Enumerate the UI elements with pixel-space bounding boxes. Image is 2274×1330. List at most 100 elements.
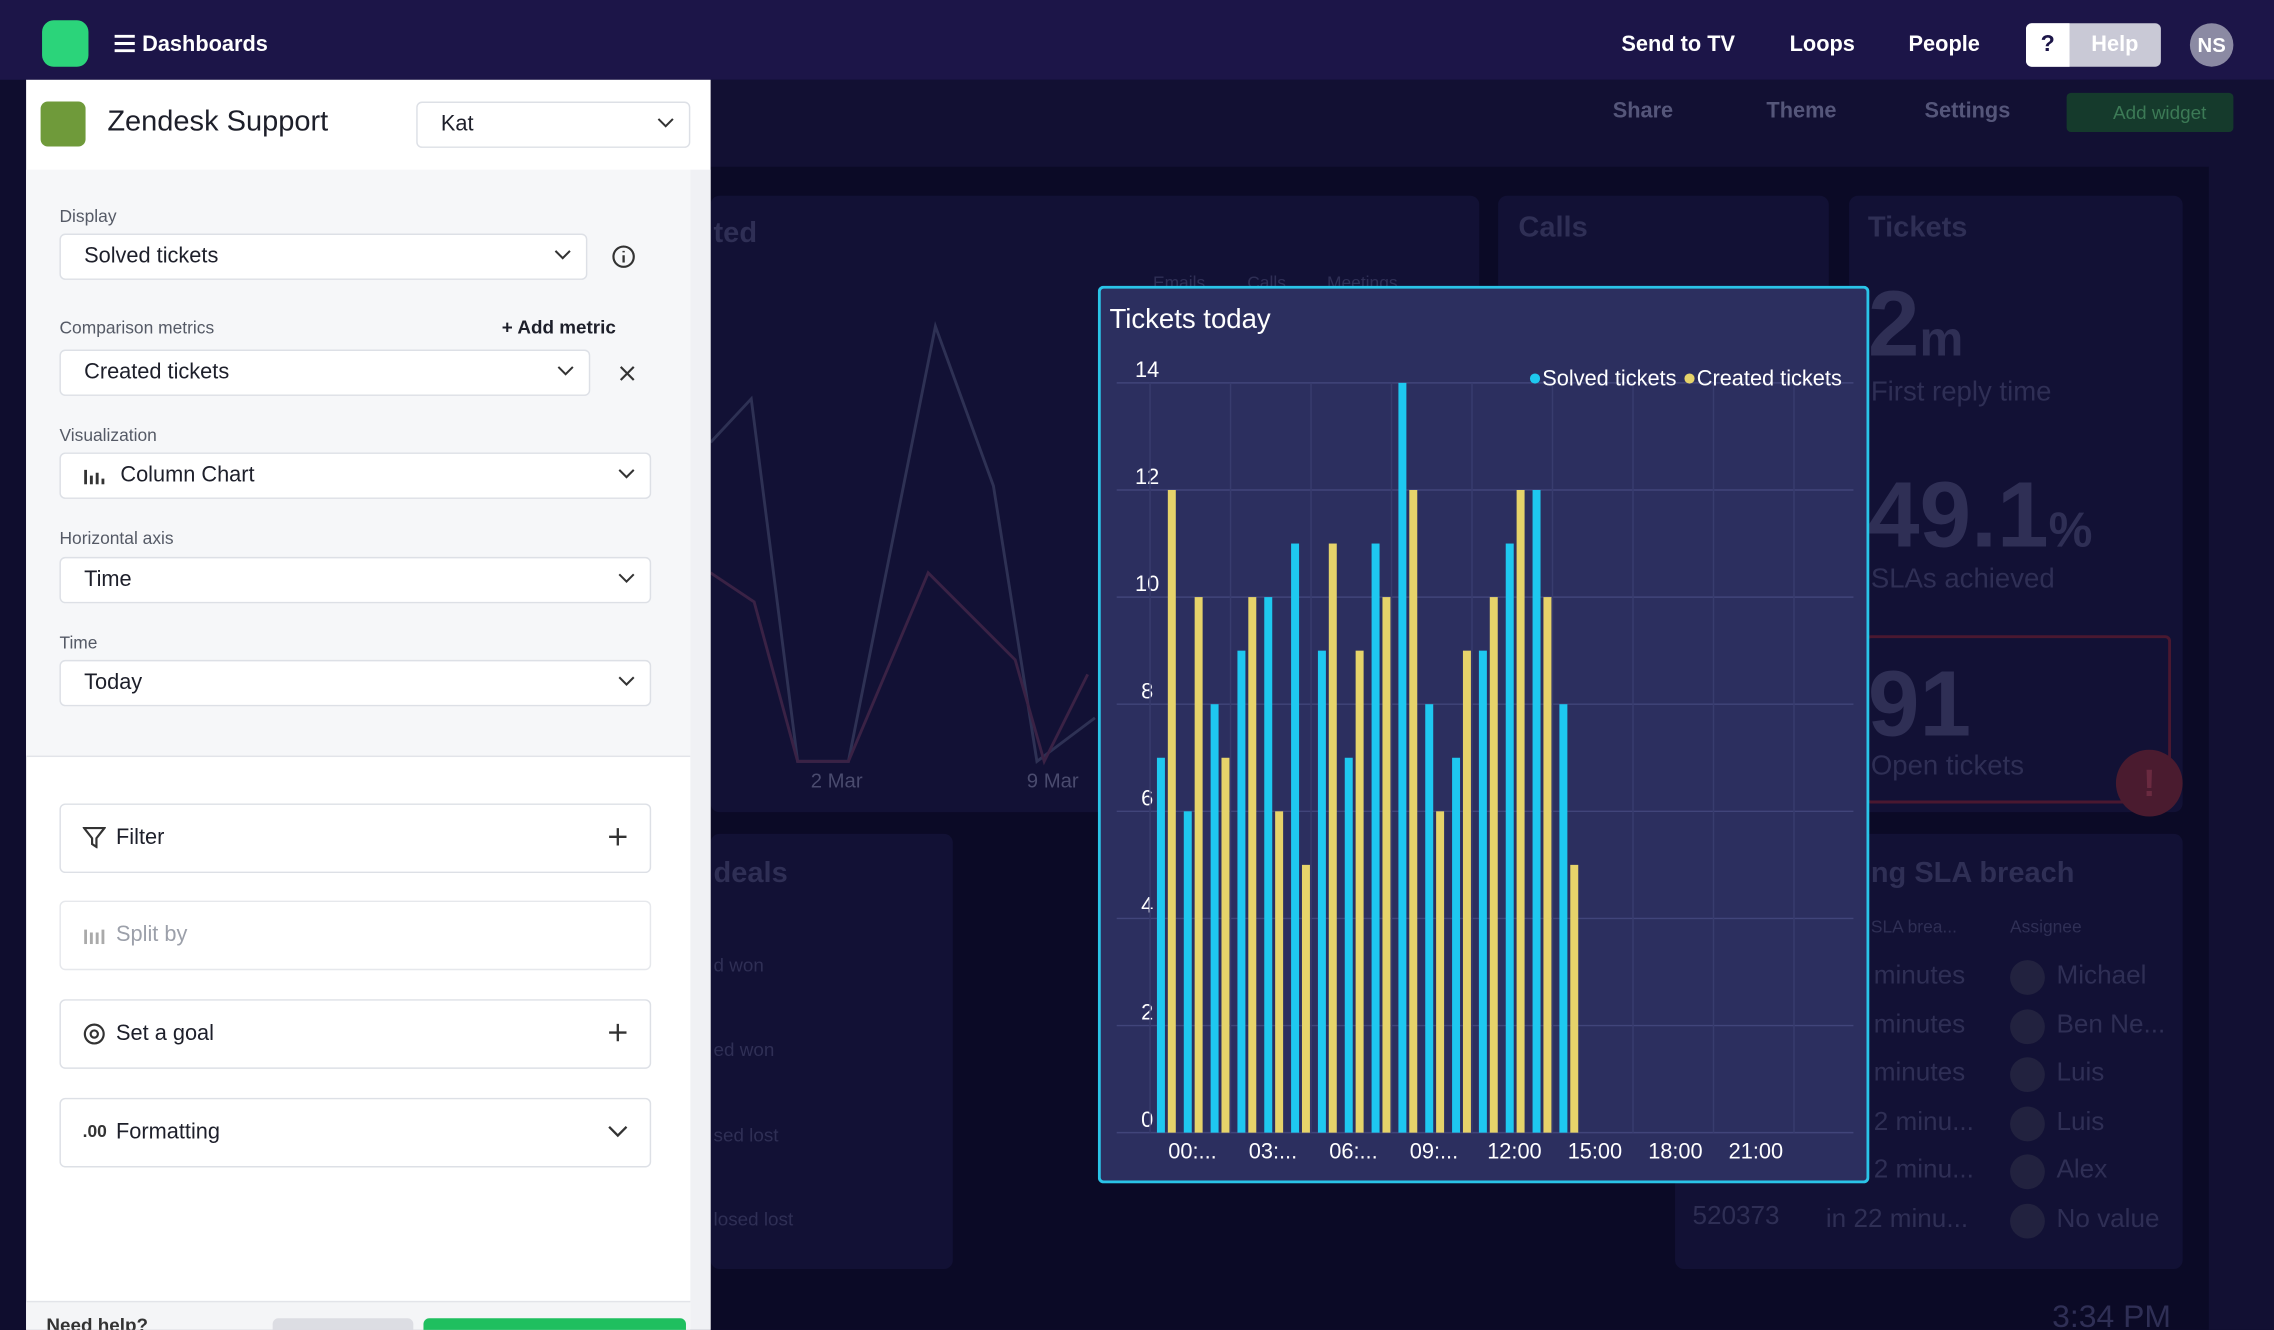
x-tick-label: 21:00 — [1729, 1139, 1783, 1164]
field-label: Comparison metrics — [59, 317, 215, 338]
nav-link[interactable]: Send to TV — [1621, 31, 1736, 57]
panel-title: Zendesk Support — [107, 105, 329, 138]
breach-time: minutes — [1873, 960, 1966, 990]
metric-number: 2 — [1867, 271, 1920, 376]
x-tick-label: 06:... — [1329, 1139, 1377, 1164]
visualization-select[interactable]: Column Chart — [59, 452, 652, 499]
goal-icon — [83, 1023, 105, 1045]
info-icon[interactable] — [611, 244, 637, 270]
filter-row[interactable]: Filter — [59, 803, 652, 874]
need-help[interactable]: Need help? — [46, 1313, 149, 1330]
goal-row[interactable]: Set a goal — [59, 999, 652, 1069]
plus-icon[interactable] — [608, 827, 628, 847]
chart: Tickets today 0 2 4 6 8 10 12 14 00:... 03:... 06:… — [1097, 285, 1870, 1184]
deal-row: losed lost — [713, 1208, 794, 1230]
bar — [1436, 811, 1445, 1133]
display-select[interactable]: Solved tickets — [59, 233, 588, 280]
bar — [1264, 597, 1273, 1133]
metric-unit: % — [2048, 503, 2093, 559]
bar — [1210, 704, 1219, 1133]
y-tick-label: 12 — [1135, 464, 1159, 489]
y-tick-label: 10 — [1135, 571, 1159, 596]
metric-unit: m — [1919, 311, 1964, 367]
deal-row: sed lost — [713, 1123, 779, 1146]
cancel-button[interactable] — [272, 1318, 414, 1330]
add-metric[interactable]: + Add metric — [501, 316, 616, 338]
settings[interactable]: Settings — [1924, 98, 2011, 124]
plus-icon[interactable] — [608, 1022, 628, 1042]
axis-label: 2 Mar — [810, 768, 863, 792]
breach-time: 2 minu... — [1873, 1105, 1974, 1135]
chevron-icon — [657, 118, 674, 128]
bar — [1532, 489, 1541, 1133]
column-icon — [84, 469, 105, 485]
chevron-icon — [618, 469, 635, 479]
theme[interactable]: Theme — [1766, 98, 1837, 124]
bar — [1156, 757, 1165, 1133]
comparison-select[interactable]: Created tickets — [59, 349, 591, 396]
split-row[interactable]: Split by — [59, 900, 652, 971]
y-tick-label: 8 — [1141, 678, 1153, 703]
bar — [1371, 543, 1380, 1133]
deal-row: d won — [713, 954, 764, 977]
bar — [1221, 757, 1230, 1133]
bar — [1489, 597, 1498, 1133]
y-tick-label: 6 — [1141, 785, 1153, 810]
clock: 3:34 PM — [2052, 1297, 2171, 1330]
nav-link[interactable]: Loops — [1789, 31, 1855, 57]
chevron-icon[interactable] — [608, 1124, 628, 1139]
table-header: SLA brea... — [1870, 916, 1957, 937]
bar — [1194, 597, 1203, 1133]
row-label: Split by — [116, 922, 188, 948]
help-icon[interactable]: ? — [2026, 23, 2070, 67]
bar — [1167, 489, 1176, 1133]
bar — [1382, 597, 1391, 1133]
share[interactable]: Share — [1612, 98, 1674, 124]
logo[interactable] — [42, 20, 89, 67]
avatar[interactable]: NS — [2189, 23, 2234, 67]
add-widget[interactable]: Add widget — [2066, 92, 2234, 132]
y-tick-label: 2 — [1141, 1000, 1153, 1025]
remove-icon[interactable] — [619, 365, 635, 381]
breach-time: minutes — [1873, 1008, 1966, 1038]
menu-icon[interactable] — [114, 34, 135, 53]
widget-title: ng SLA breach — [1870, 857, 2075, 890]
legend-label: Solved tickets — [1542, 366, 1676, 391]
axis-select[interactable]: Time — [59, 556, 652, 604]
select-value: Time — [84, 567, 132, 592]
chevron-icon — [618, 676, 635, 686]
row-label: Formatting — [116, 1119, 221, 1145]
metric-value: 2m — [1868, 270, 1963, 377]
bar — [1516, 489, 1525, 1133]
metric-value: 49.1% — [1868, 461, 2092, 568]
assignee-avatar — [2010, 960, 2045, 995]
x-tick-label: 12:00 — [1487, 1139, 1541, 1164]
formatting-icon: .00 — [82, 1121, 107, 1142]
assignee: Michael — [2056, 960, 2147, 990]
nav-link[interactable]: People — [1908, 31, 1980, 57]
metric-label: Open tickets — [1870, 751, 2024, 782]
bar — [1355, 650, 1364, 1133]
widget-title: ted — [713, 217, 758, 250]
account-select[interactable]: Kat — [416, 101, 691, 148]
bar — [1425, 704, 1434, 1133]
chevron-icon — [557, 366, 574, 376]
x-tick-label: 03:... — [1249, 1139, 1297, 1164]
bar — [1462, 650, 1471, 1133]
chevron-icon — [618, 573, 635, 583]
bar — [1478, 650, 1487, 1133]
widget-title: Calls — [1518, 211, 1588, 244]
field-label: Visualization — [59, 424, 157, 446]
time-select[interactable]: Today — [59, 659, 652, 707]
bar — [1317, 650, 1326, 1133]
metric-label: SLAs achieved — [1870, 564, 2055, 595]
help-label[interactable]: Help — [2091, 31, 2139, 57]
top-bar — [0, 0, 2274, 80]
save-button[interactable] — [423, 1318, 686, 1330]
assignee: Alex — [2056, 1154, 2108, 1184]
formatting-row[interactable]: Formatting — [59, 1097, 652, 1168]
metric-number: 49.1 — [1867, 462, 2049, 568]
bar — [1183, 811, 1192, 1133]
nav-brand[interactable]: Dashboards — [142, 31, 268, 57]
